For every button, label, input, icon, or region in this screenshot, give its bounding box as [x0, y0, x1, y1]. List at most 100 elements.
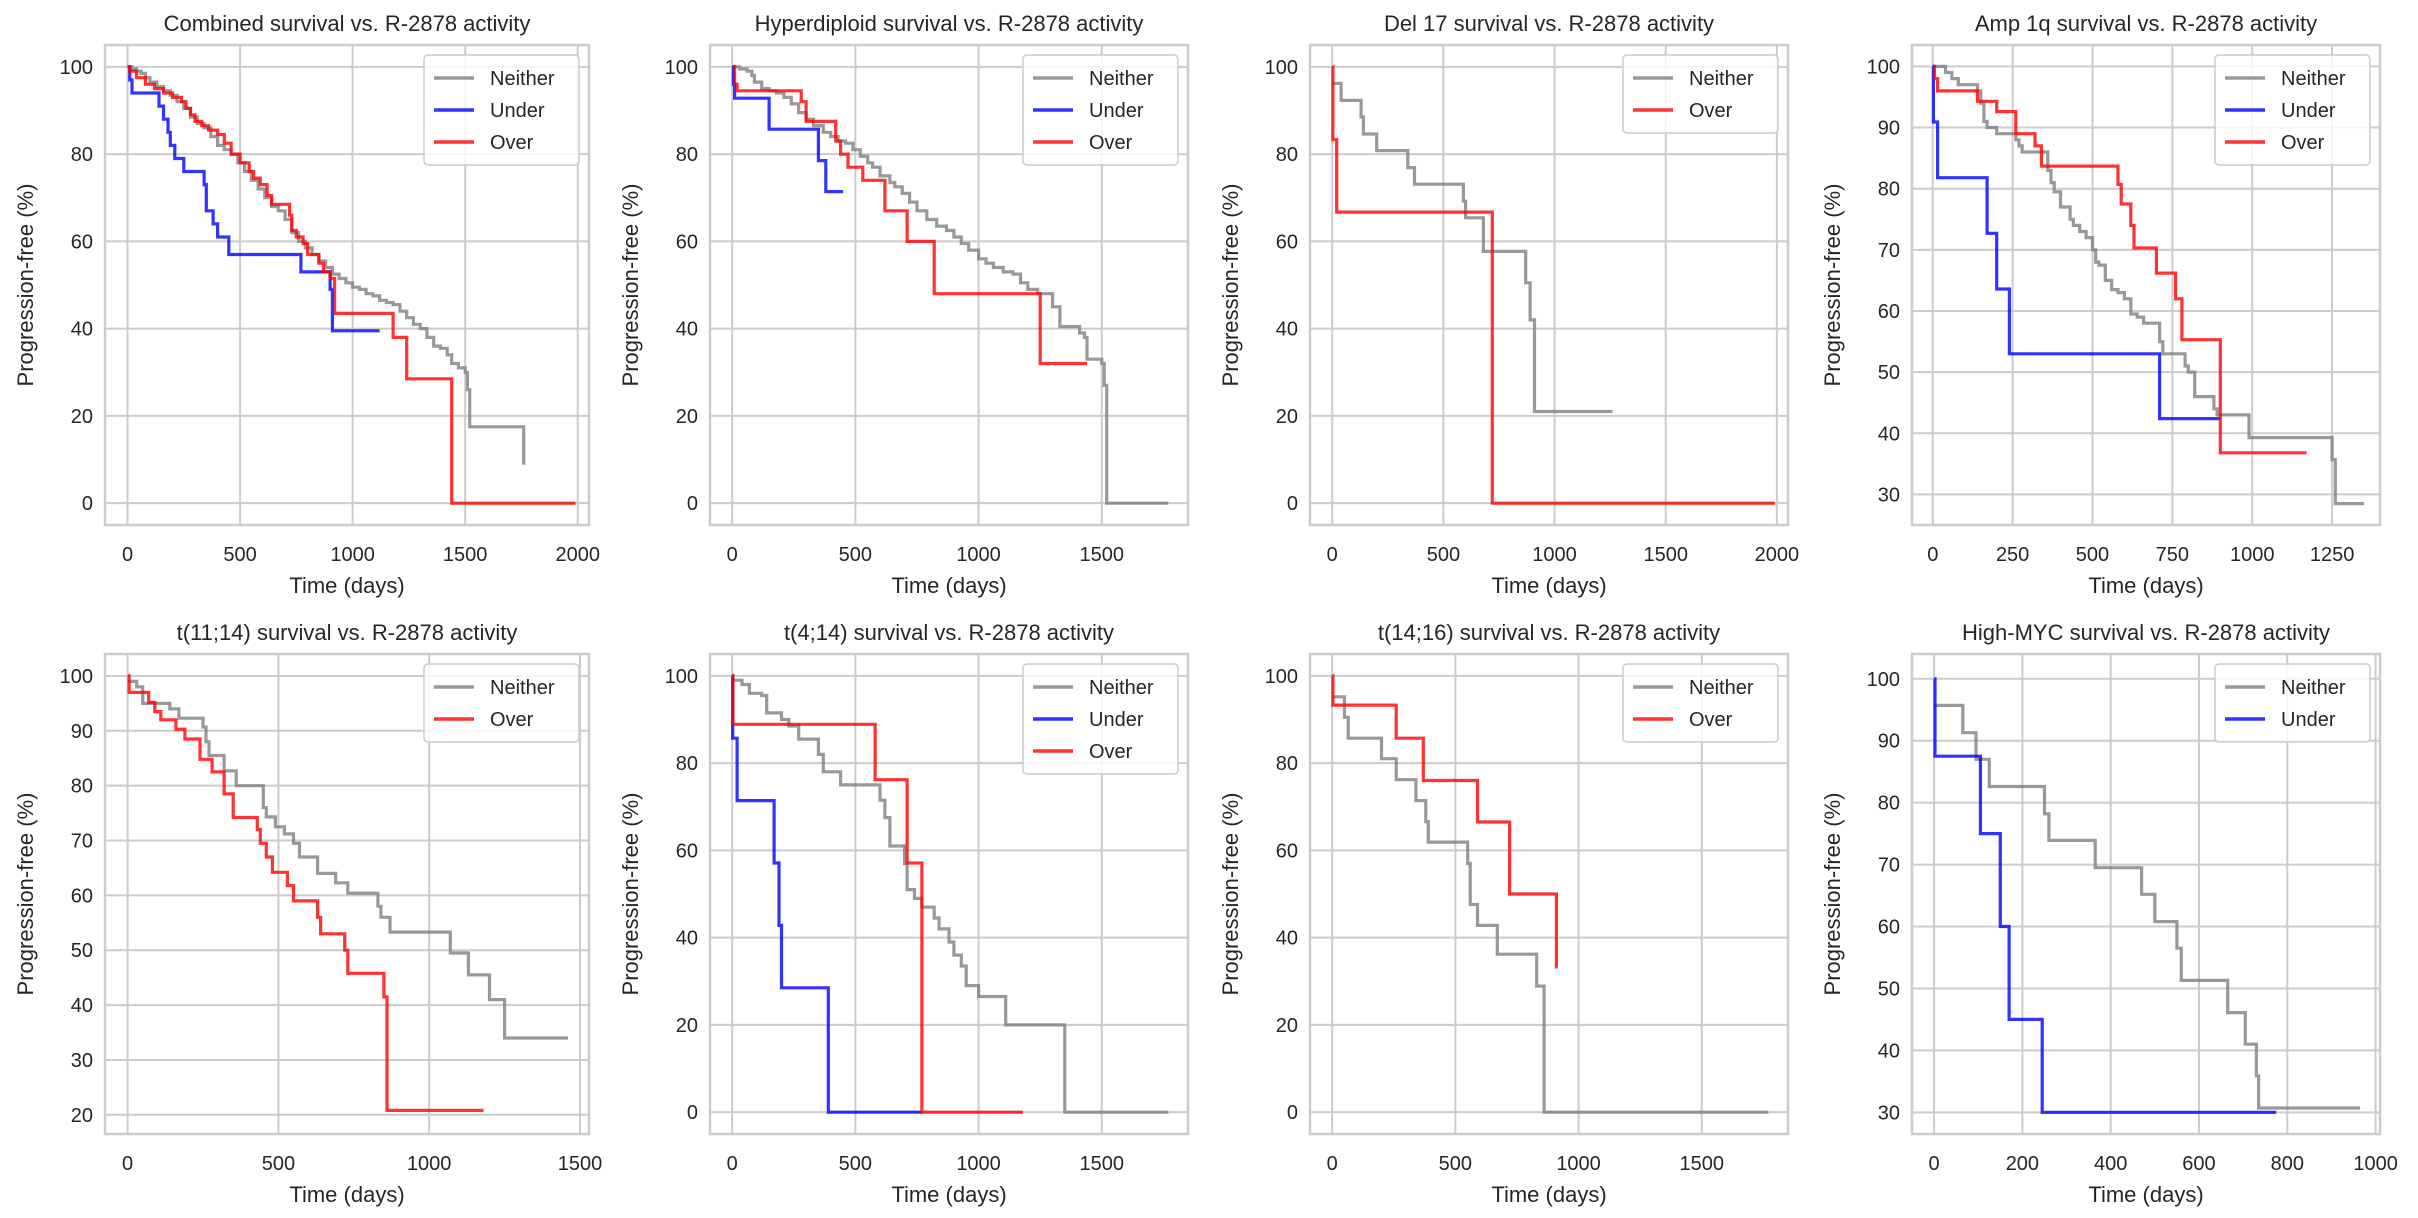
legend: Neither Under Over [1022, 663, 1179, 775]
y-tick-label: 80 [71, 144, 93, 166]
series-line-over [127, 65, 576, 505]
y-tick-label: 80 [1276, 753, 1298, 775]
chart-title: Combined survival vs. R-2878 activity [164, 11, 531, 36]
x-tick-label: 500 [223, 544, 256, 566]
chart-title: t(4;14) survival vs. R-2878 activity [784, 620, 1114, 645]
y-tick-label: 80 [1878, 793, 1900, 815]
y-axis-label: Progression-free (%) [13, 184, 38, 387]
y-tick-label: 100 [60, 57, 93, 79]
y-tick-label: 60 [1276, 231, 1298, 253]
series-line-over [1331, 65, 1775, 505]
y-tick-label: 90 [71, 721, 93, 743]
legend-label: Over [1089, 741, 1133, 763]
x-tick-label: 1000 [956, 544, 1001, 566]
x-tick-label: 500 [839, 544, 872, 566]
series-line-over [732, 65, 1087, 366]
series-line-neither [127, 679, 568, 1040]
y-tick-label: 50 [1878, 978, 1900, 1000]
y-tick-label: 80 [71, 776, 93, 798]
y-tick-label: 40 [676, 928, 698, 950]
y-tick-label: 100 [665, 666, 698, 688]
chart-title: Del 17 survival vs. R-2878 activity [1384, 11, 1714, 36]
x-tick-label: 0 [1327, 544, 1338, 566]
x-tick-label: 1000 [1532, 544, 1577, 566]
y-tick-label: 40 [71, 995, 93, 1017]
legend: Neither Under Over [423, 54, 580, 166]
series-line-under [127, 65, 380, 333]
y-tick-label: 100 [665, 57, 698, 79]
x-axis-label: Time (days) [1491, 1182, 1606, 1207]
legend-label: Over [490, 709, 534, 731]
y-tick-label: 90 [1878, 731, 1900, 753]
x-tick-label: 1500 [1643, 544, 1688, 566]
x-tick-label: 0 [727, 544, 738, 566]
y-tick-label: 0 [1287, 493, 1298, 515]
plot-frame [1910, 43, 2382, 527]
series-line-neither [1932, 64, 2364, 506]
y-tick-label: 70 [71, 831, 93, 853]
legend-box [1022, 663, 1179, 775]
series-line-over [127, 674, 484, 1112]
x-tick-label: 1000 [330, 544, 375, 566]
y-tick-label: 50 [71, 940, 93, 962]
chart-title: Hyperdiploid survival vs. R-2878 activit… [755, 11, 1144, 36]
legend-label: Neither [1089, 677, 1154, 699]
series-line-over [1331, 674, 1558, 969]
y-tick-label: 30 [1878, 1102, 1900, 1124]
legend-box [423, 663, 580, 743]
y-tick-label: 60 [1878, 917, 1900, 939]
legend: Neither Under [2214, 663, 2371, 743]
y-tick-label: 20 [71, 406, 93, 428]
plot-frame [1910, 652, 2382, 1136]
series-line-neither [1332, 695, 1769, 1114]
x-tick-label: 500 [262, 1153, 295, 1175]
legend-label: Over [1689, 100, 1733, 122]
y-tick-label: 40 [1276, 319, 1298, 341]
legend-label: Under [1089, 709, 1144, 731]
legend-label: Over [2281, 132, 2325, 154]
x-tick-label: 200 [2006, 1153, 2039, 1175]
y-tick-label: 0 [687, 1102, 698, 1124]
chart-panel: 0 500 1000 1500 2000 0 20 40 60 80 100 Combined sur… [13, 11, 600, 598]
y-tick-label: 20 [71, 1105, 93, 1127]
chart-panel: 0 200 400 600 800 1000 30 40 50 60 70 80 90 100 High-M… [1820, 620, 2398, 1207]
legend-box [1622, 663, 1779, 743]
legend-label: Over [490, 132, 534, 154]
y-tick-label: 60 [676, 231, 698, 253]
x-axis-label: Time (days) [891, 573, 1006, 598]
y-tick-label: 0 [687, 493, 698, 515]
y-tick-label: 60 [1878, 301, 1900, 323]
series-line-under [1933, 677, 2277, 1114]
x-tick-label: 0 [727, 1153, 738, 1175]
x-tick-label: 1000 [1556, 1153, 1601, 1175]
x-tick-label: 2000 [1755, 544, 1800, 566]
legend: Neither Over [1622, 54, 1779, 134]
x-tick-label: 1500 [1080, 1153, 1125, 1175]
legend-box [423, 54, 580, 166]
chart-panel: 0 500 1000 1500 2000 0 20 40 60 80 100 Del 17 survi… [1218, 11, 1799, 598]
y-tick-label: 70 [1878, 855, 1900, 877]
chart-title: High-MYC survival vs. R-2878 activity [1962, 620, 2330, 645]
x-tick-label: 0 [122, 1153, 133, 1175]
y-tick-label: 20 [1276, 406, 1298, 428]
x-tick-label: 500 [839, 1153, 872, 1175]
y-tick-label: 50 [1878, 362, 1900, 384]
x-tick-label: 400 [2094, 1153, 2127, 1175]
x-tick-label: 1000 [956, 1153, 1001, 1175]
y-tick-label: 40 [1878, 423, 1900, 445]
y-tick-label: 60 [1276, 840, 1298, 862]
y-tick-label: 30 [71, 1050, 93, 1072]
plot-frame [1308, 43, 1790, 527]
y-tick-label: 20 [1276, 1015, 1298, 1037]
legend: Neither Under Over [2214, 54, 2371, 166]
legend-box [1022, 54, 1179, 166]
x-tick-label: 0 [1927, 544, 1938, 566]
plot-frame [103, 652, 591, 1136]
plot-frame [103, 43, 591, 527]
y-tick-label: 40 [1878, 1040, 1900, 1062]
series-line-over [1932, 64, 2307, 455]
x-axis-label: Time (days) [2088, 573, 2203, 598]
x-axis-label: Time (days) [289, 573, 404, 598]
legend-box [2214, 54, 2371, 166]
y-tick-label: 20 [676, 1015, 698, 1037]
